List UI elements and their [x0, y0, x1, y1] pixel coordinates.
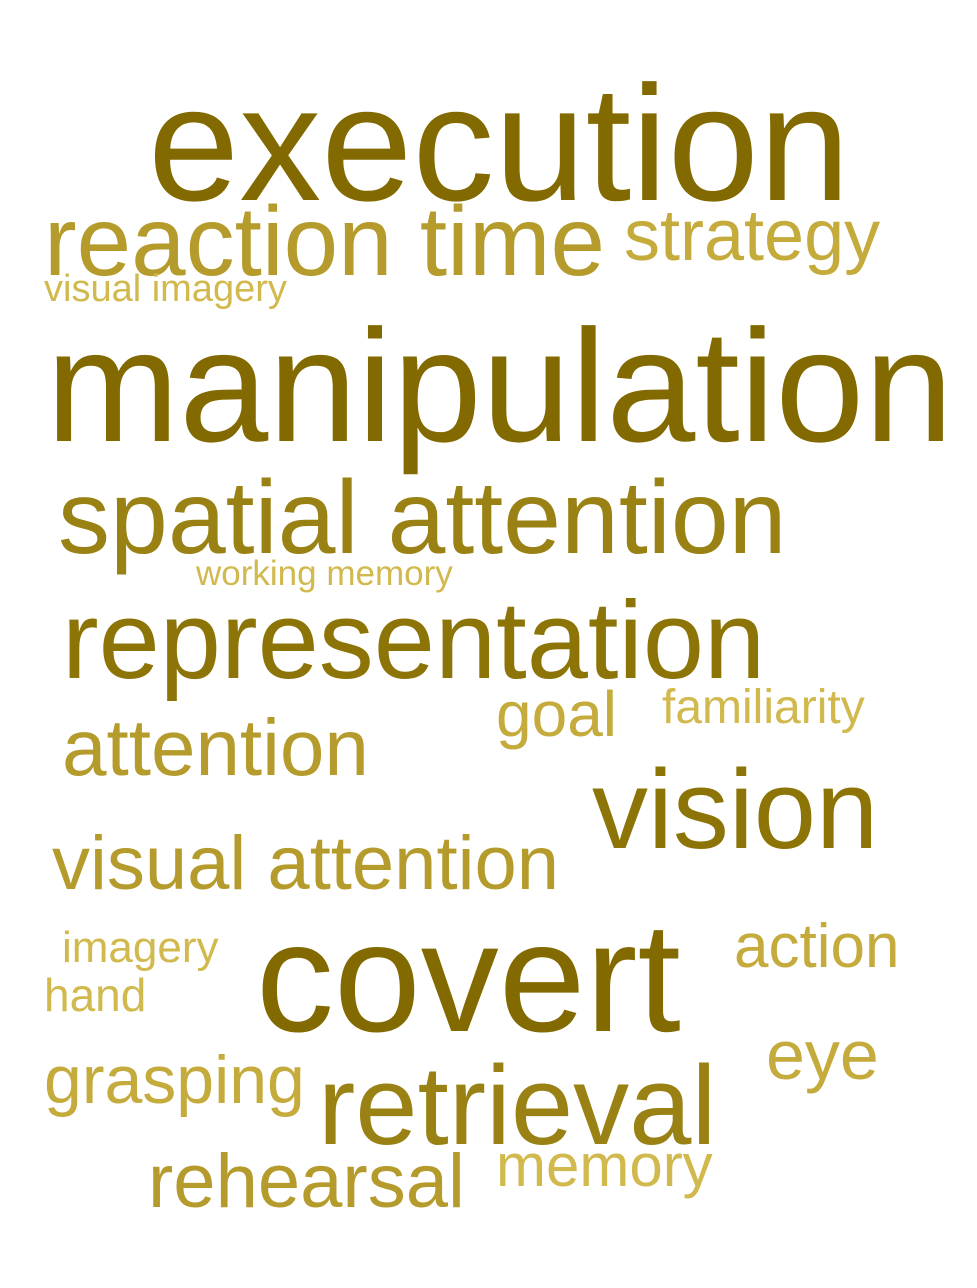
word-working-memory: working memory — [196, 554, 453, 593]
word-hand: hand — [44, 969, 147, 1021]
word-covert: covert — [256, 891, 681, 1065]
word-execution: execution — [148, 52, 851, 235]
word-visual-imagery: visual imagery — [44, 268, 287, 310]
word-action: action — [734, 912, 900, 981]
word-manipulation: manipulation — [46, 296, 954, 475]
word-imagery: imagery — [62, 923, 219, 972]
word-spatial-attention: spatial attention — [58, 460, 787, 576]
word-representation: representation — [62, 579, 766, 702]
word-rehearsal: rehearsal — [148, 1139, 465, 1224]
word-attention: attention — [62, 703, 369, 792]
word-visual-attention: visual attention — [52, 821, 559, 906]
word-memory: memory — [496, 1132, 713, 1199]
word-retrieval: retrieval — [318, 1043, 717, 1168]
word-eye: eye — [766, 1016, 879, 1094]
word-goal: goal — [496, 678, 617, 750]
word-vision: vision — [592, 747, 879, 872]
word-familiarity: familiarity — [662, 681, 865, 734]
word-grasping: grasping — [44, 1042, 305, 1118]
word-reaction-time: reaction time — [44, 186, 606, 296]
word-strategy: strategy — [624, 196, 881, 276]
